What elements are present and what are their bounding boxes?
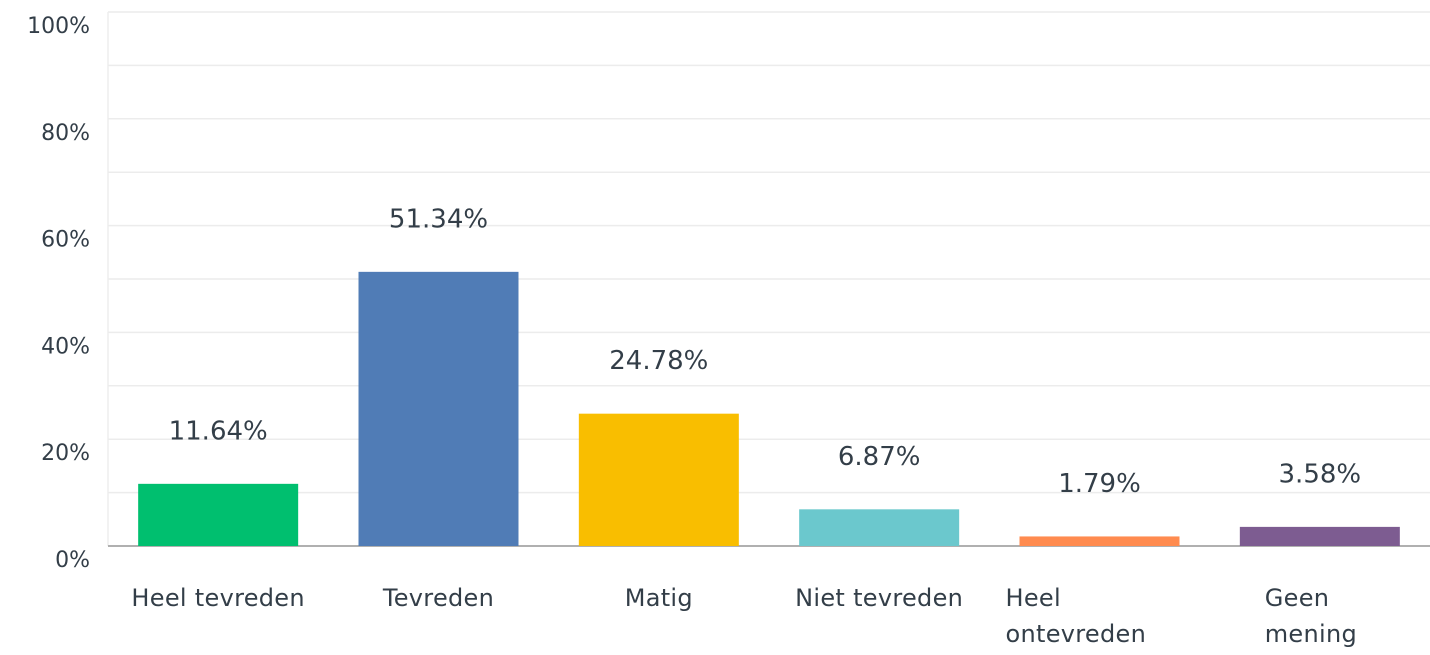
y-tick-label: 40% xyxy=(41,334,90,359)
bar xyxy=(138,483,299,546)
value-label: 1.79% xyxy=(1058,469,1141,499)
y-tick-label: 80% xyxy=(41,121,90,146)
bar xyxy=(1239,526,1400,546)
bar xyxy=(1019,536,1180,546)
y-tick-label: 60% xyxy=(41,228,90,253)
x-tick-label: Niet tevreden xyxy=(795,584,964,612)
x-tick-label: Tevreden xyxy=(382,584,495,612)
value-label: 6.87% xyxy=(838,442,921,472)
y-tick-label: 0% xyxy=(55,548,90,573)
value-label: 51.34% xyxy=(389,204,488,234)
bar xyxy=(799,509,960,546)
x-tick-label: Heel tevreden xyxy=(131,584,305,612)
value-label: 11.64% xyxy=(169,416,268,446)
x-tick-label: Matig xyxy=(624,584,693,612)
bar xyxy=(358,271,519,546)
bar xyxy=(578,413,739,546)
x-tick-label: Heel ontevreden xyxy=(1005,584,1147,648)
y-tick-label: 100% xyxy=(27,14,90,39)
x-tick-label: Geen mening xyxy=(1264,584,1358,648)
y-tick-label: 20% xyxy=(41,441,90,466)
value-label: 24.78% xyxy=(609,346,708,376)
value-label: 3.58% xyxy=(1279,459,1362,489)
